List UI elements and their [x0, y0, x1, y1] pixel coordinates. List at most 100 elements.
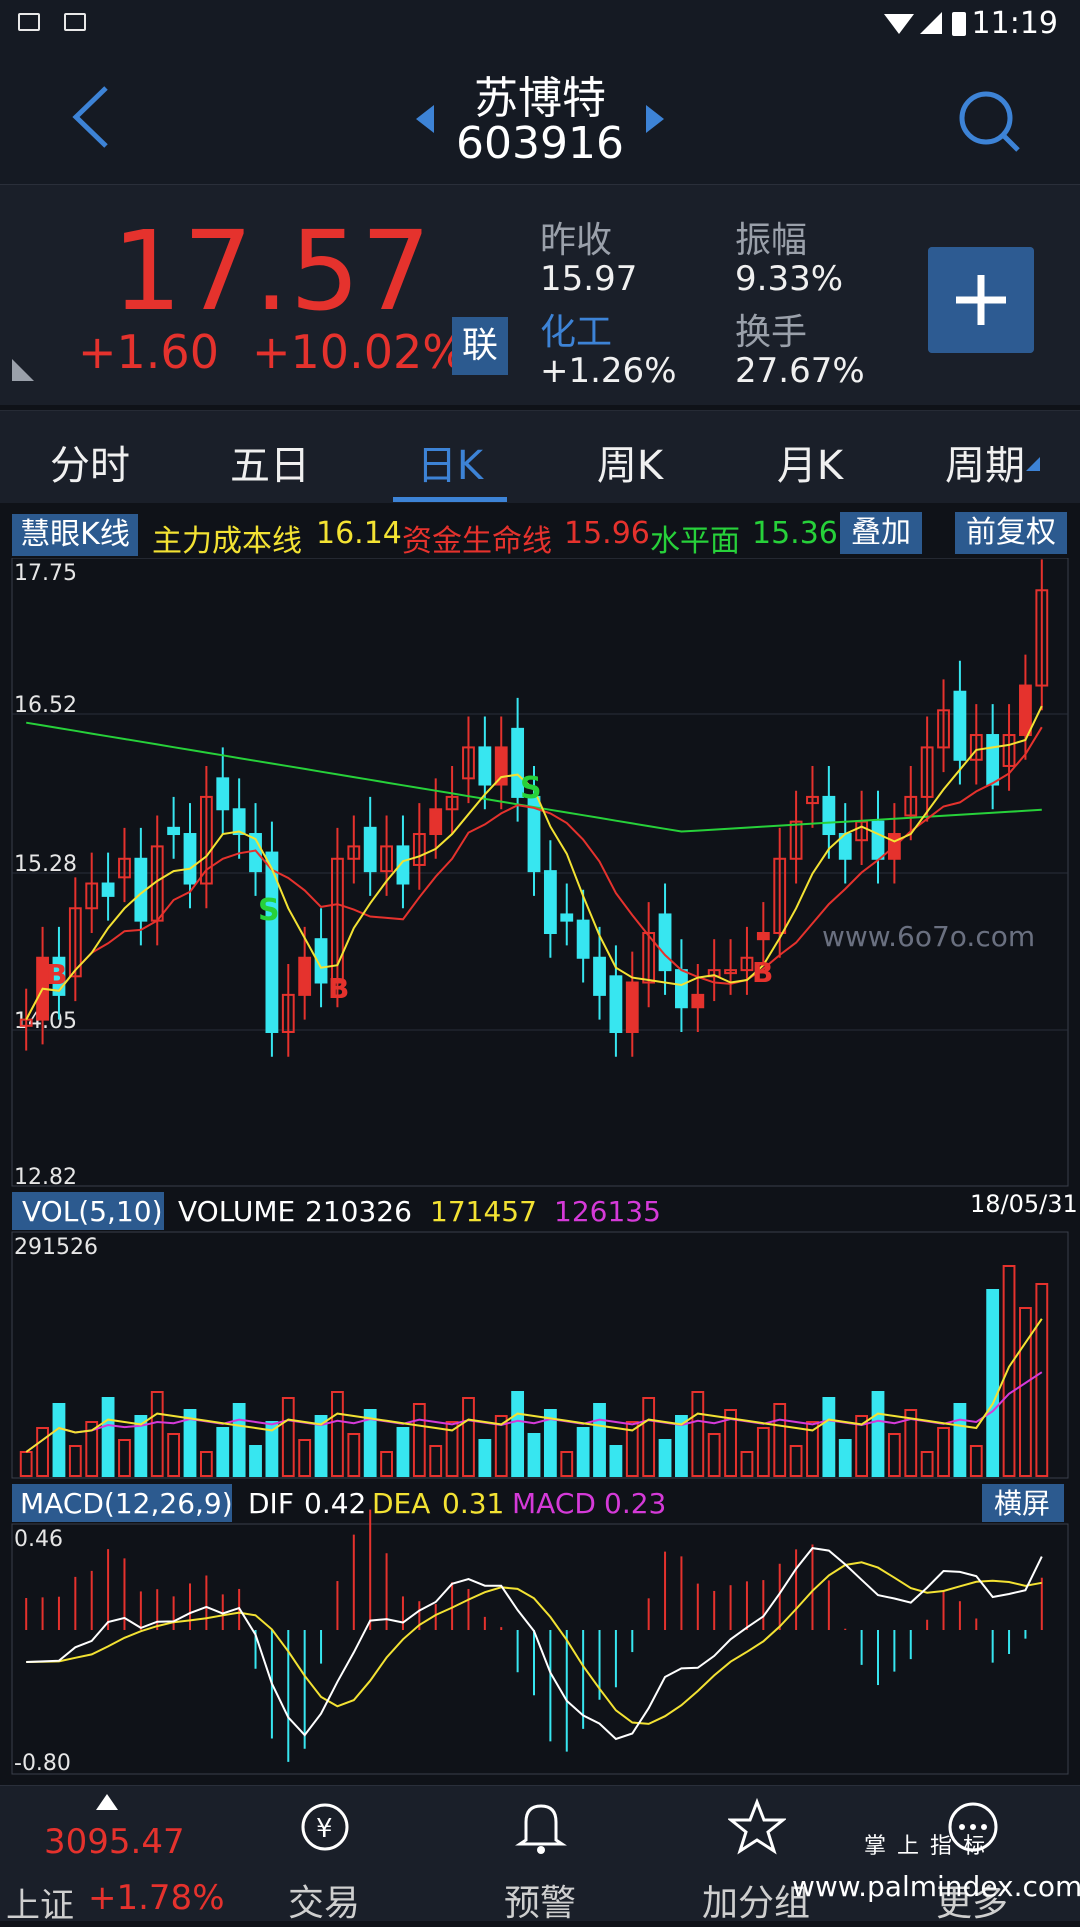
candle-body	[52, 956, 66, 996]
volume-bar	[265, 1421, 279, 1477]
volume-bar	[281, 1397, 295, 1477]
volume-bar	[331, 1391, 344, 1477]
candle-body	[167, 826, 181, 836]
volume-bar	[560, 1451, 574, 1477]
candle-body	[232, 808, 246, 836]
candle-body	[298, 956, 312, 996]
add-watchlist-button[interactable]	[928, 247, 1034, 353]
sector-label[interactable]: 化工	[540, 312, 613, 353]
tab-intraday[interactable]: 分时	[50, 443, 130, 489]
candle-body	[216, 777, 230, 811]
candle-body	[183, 833, 197, 885]
battery-icon	[952, 12, 966, 36]
related-button[interactable]: 联	[452, 317, 508, 375]
kline-chart[interactable]: 17.75 16.52 15.28 14.05 12.82 S B S B B …	[0, 558, 1080, 1188]
volume-bar	[904, 1409, 918, 1477]
index-ticker[interactable]: 3095.47 上证 +1.78%	[0, 1786, 225, 1926]
svg-text:¥: ¥	[316, 1814, 333, 1844]
volume-bar	[986, 1289, 1000, 1477]
candle-body	[543, 870, 557, 935]
volume-bar	[1019, 1307, 1032, 1477]
next-stock-button[interactable]	[640, 99, 670, 139]
candle-body	[560, 913, 574, 922]
macd-tag[interactable]	[12, 1484, 232, 1522]
life-line	[25, 726, 1043, 1021]
status-time: 11:19	[971, 6, 1058, 41]
corner-expand-icon	[12, 359, 34, 381]
candle-body	[462, 746, 475, 780]
vol-ma5-line	[25, 1318, 1043, 1453]
kline-type-tag[interactable]: 慧眼K线	[12, 514, 138, 556]
tab-five-day[interactable]: 五日	[230, 443, 310, 489]
landscape-button[interactable]	[982, 1484, 1064, 1522]
search-button[interactable]	[950, 82, 1030, 162]
buy-signal: B	[752, 956, 773, 989]
candle-body	[986, 734, 1000, 786]
sell-signal: S	[258, 893, 280, 928]
candle-body	[937, 709, 950, 749]
adjust-button[interactable]: 前复权	[955, 512, 1067, 554]
dif-line	[26, 1547, 1043, 1741]
nav-trade-label: 交易	[287, 1883, 360, 1924]
macd-panel[interactable]: MACD(12,26,9) DIF 0.42 DEA 0.31 MACD 0.2…	[0, 1480, 1080, 1780]
gallery-icon	[18, 13, 40, 31]
candle-body	[1019, 684, 1032, 737]
volume-bar	[887, 1433, 901, 1477]
nav-watchlist-label: 加分组	[701, 1883, 810, 1924]
candle-body	[429, 808, 443, 836]
volume-bar	[871, 1391, 885, 1477]
overlay-button[interactable]: 叠加	[840, 512, 922, 554]
volume-bar	[576, 1427, 590, 1477]
tab-monthly-k[interactable]: 月K	[776, 443, 844, 489]
candle-body	[658, 913, 672, 972]
volume-bar	[19, 1451, 33, 1477]
main-cost-line	[25, 705, 1043, 1021]
vol-ma5-value: 171457	[430, 1195, 537, 1228]
candle-body	[642, 932, 656, 984]
candle-body	[68, 907, 82, 978]
candle-body	[1035, 589, 1049, 687]
nav-more[interactable]: 更多	[882, 1786, 1062, 1924]
status-bar: 11:19	[0, 0, 1080, 44]
life-line-value: 15.96	[564, 516, 650, 551]
volume-bar	[52, 1403, 66, 1477]
y-label-bottom: 12.82	[14, 1165, 77, 1188]
macd-top-label: 0.46	[14, 1527, 63, 1552]
volume-bar	[855, 1415, 869, 1477]
volume-panel[interactable]: VOL(5,10) VOLUME 210326 171457 126135 18…	[0, 1188, 1080, 1480]
dea-value: 0.31	[442, 1487, 504, 1520]
candle-body	[118, 857, 131, 879]
vol-tag[interactable]	[12, 1192, 164, 1230]
tab-daily-k[interactable]: 日K	[416, 443, 484, 489]
nav-watchlist[interactable]: 加分组	[666, 1786, 846, 1924]
volume-bars	[19, 1265, 1049, 1477]
candle-body	[199, 795, 213, 885]
tab-weekly-k[interactable]: 周K	[596, 443, 664, 489]
amplitude-value: 9.33%	[735, 259, 844, 299]
back-button[interactable]	[62, 82, 122, 152]
volume-bar	[756, 1427, 770, 1477]
volume-bar	[232, 1403, 246, 1477]
chevron-left-icon	[72, 86, 108, 148]
candle-body	[756, 932, 770, 941]
nav-more-label: 更多	[935, 1883, 1008, 1924]
prev-stock-button[interactable]	[410, 99, 440, 139]
tab-period[interactable]: 周期	[945, 443, 1025, 489]
volume-bar	[36, 1427, 49, 1477]
candle-body	[478, 746, 492, 786]
amplitude-label: 振幅	[735, 220, 808, 261]
status-icons-left	[18, 10, 88, 36]
volume-bar	[543, 1409, 557, 1477]
nav-alert-label: 预警	[503, 1883, 576, 1924]
nav-trade[interactable]: ¥ 交易	[234, 1786, 414, 1924]
volume-bar	[625, 1421, 639, 1477]
quote-panel: 17.57 +1.60 +10.02% 联 昨收 15.97 化工 +1.26%…	[0, 185, 1080, 405]
volume-bar	[658, 1439, 672, 1477]
candle-body	[609, 975, 623, 1033]
app-notification-icon	[64, 13, 86, 31]
volume-bar	[789, 1445, 803, 1477]
candle-body	[249, 833, 262, 873]
sell-signal: S	[520, 771, 542, 806]
volume-bar	[347, 1433, 361, 1477]
nav-alert[interactable]: 预警	[450, 1786, 630, 1924]
